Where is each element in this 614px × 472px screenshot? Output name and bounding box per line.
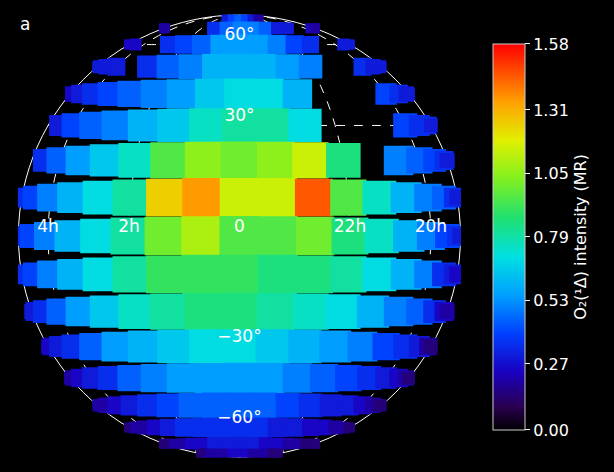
svg-text:−30°: −30° bbox=[217, 326, 261, 346]
svg-text:0.79: 0.79 bbox=[533, 228, 569, 247]
svg-text:20h: 20h bbox=[415, 216, 447, 236]
svg-text:1.58: 1.58 bbox=[533, 35, 569, 54]
svg-text:22h: 22h bbox=[334, 216, 366, 236]
svg-text:0.00: 0.00 bbox=[533, 421, 569, 440]
svg-text:0.27: 0.27 bbox=[533, 355, 569, 374]
svg-text:0: 0 bbox=[234, 216, 245, 236]
svg-text:0.53: 0.53 bbox=[533, 291, 569, 310]
svg-text:60°: 60° bbox=[224, 24, 254, 44]
svg-text:a: a bbox=[20, 14, 30, 34]
svg-text:1.05: 1.05 bbox=[533, 164, 569, 183]
svg-text:1.31: 1.31 bbox=[533, 101, 569, 120]
svg-text:4h: 4h bbox=[37, 216, 59, 236]
svg-text:30°: 30° bbox=[224, 105, 254, 125]
svg-text:O₂(¹Δ) intensity (MR): O₂(¹Δ) intensity (MR) bbox=[571, 154, 590, 320]
svg-text:2h: 2h bbox=[118, 216, 140, 236]
svg-text:−60°: −60° bbox=[217, 407, 261, 427]
